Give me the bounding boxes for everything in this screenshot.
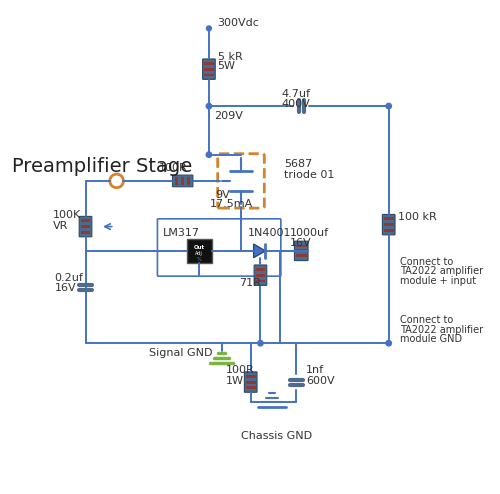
Text: triode 01: triode 01 <box>284 170 334 180</box>
Bar <box>384 223 394 226</box>
Text: 4.7uf: 4.7uf <box>282 89 311 99</box>
Text: Connect to: Connect to <box>400 256 454 267</box>
Bar <box>296 245 306 247</box>
Bar <box>181 176 184 185</box>
Text: Connect to: Connect to <box>400 315 454 325</box>
FancyBboxPatch shape <box>202 59 215 80</box>
Text: 209V: 209V <box>214 111 242 121</box>
Text: Out: Out <box>194 246 205 250</box>
Text: 0.2uf: 0.2uf <box>54 273 84 283</box>
Bar <box>384 229 394 232</box>
Text: 100 kR: 100 kR <box>398 212 437 222</box>
Bar <box>186 239 212 262</box>
Text: 300Vdc: 300Vdc <box>218 17 260 28</box>
Circle shape <box>206 152 212 158</box>
Bar <box>204 74 214 77</box>
FancyBboxPatch shape <box>382 214 395 235</box>
Bar <box>204 62 214 65</box>
Text: 100R: 100R <box>158 164 187 173</box>
Text: Adj: Adj <box>196 251 203 256</box>
Text: 5687: 5687 <box>284 160 312 169</box>
Text: LM317: LM317 <box>164 228 200 239</box>
Bar <box>246 380 256 383</box>
Text: Chassis GND: Chassis GND <box>241 431 312 442</box>
Text: 5W: 5W <box>218 61 236 71</box>
Bar <box>246 386 256 389</box>
Text: TA2022 amplifier: TA2022 amplifier <box>400 325 483 334</box>
FancyBboxPatch shape <box>294 241 308 261</box>
Bar <box>296 254 306 257</box>
Text: 1000uf: 1000uf <box>290 228 329 239</box>
Bar <box>204 68 214 71</box>
Bar <box>256 268 266 271</box>
Bar <box>256 274 266 277</box>
Text: 1N4001: 1N4001 <box>248 228 292 239</box>
Circle shape <box>386 340 392 346</box>
Text: 71R: 71R <box>239 278 261 288</box>
Bar <box>80 219 90 222</box>
Text: 9V: 9V <box>216 190 230 200</box>
Bar <box>187 176 190 185</box>
Circle shape <box>386 103 392 109</box>
Bar <box>296 249 306 252</box>
Bar <box>256 280 266 283</box>
Text: module + input: module + input <box>400 276 476 286</box>
FancyBboxPatch shape <box>254 265 267 286</box>
Circle shape <box>206 103 212 109</box>
Text: 100R: 100R <box>226 366 254 375</box>
Text: %: % <box>197 257 202 262</box>
FancyBboxPatch shape <box>79 216 92 237</box>
Bar <box>80 231 90 234</box>
Text: 1nf: 1nf <box>306 366 324 375</box>
Bar <box>384 217 394 220</box>
Text: 17.5mA: 17.5mA <box>210 199 253 209</box>
Polygon shape <box>254 244 266 258</box>
Circle shape <box>258 340 263 346</box>
FancyBboxPatch shape <box>172 175 193 187</box>
Text: 16V: 16V <box>54 283 76 293</box>
Text: 1W: 1W <box>226 376 244 386</box>
Text: TA2022 amplifier: TA2022 amplifier <box>400 266 483 276</box>
Text: 100K: 100K <box>52 210 80 220</box>
Text: 5 kR: 5 kR <box>218 51 242 62</box>
Text: module GND: module GND <box>400 334 462 344</box>
Bar <box>176 176 178 185</box>
Text: Preamplifier Stage: Preamplifier Stage <box>12 157 192 176</box>
Text: 600V: 600V <box>306 376 334 386</box>
Bar <box>80 225 90 228</box>
Text: 16V: 16V <box>290 238 311 248</box>
Circle shape <box>206 26 212 31</box>
FancyBboxPatch shape <box>244 372 257 392</box>
Bar <box>246 375 256 378</box>
Text: 400V: 400V <box>282 99 310 109</box>
Text: VR: VR <box>52 221 68 231</box>
Text: Signal GND: Signal GND <box>148 348 212 358</box>
